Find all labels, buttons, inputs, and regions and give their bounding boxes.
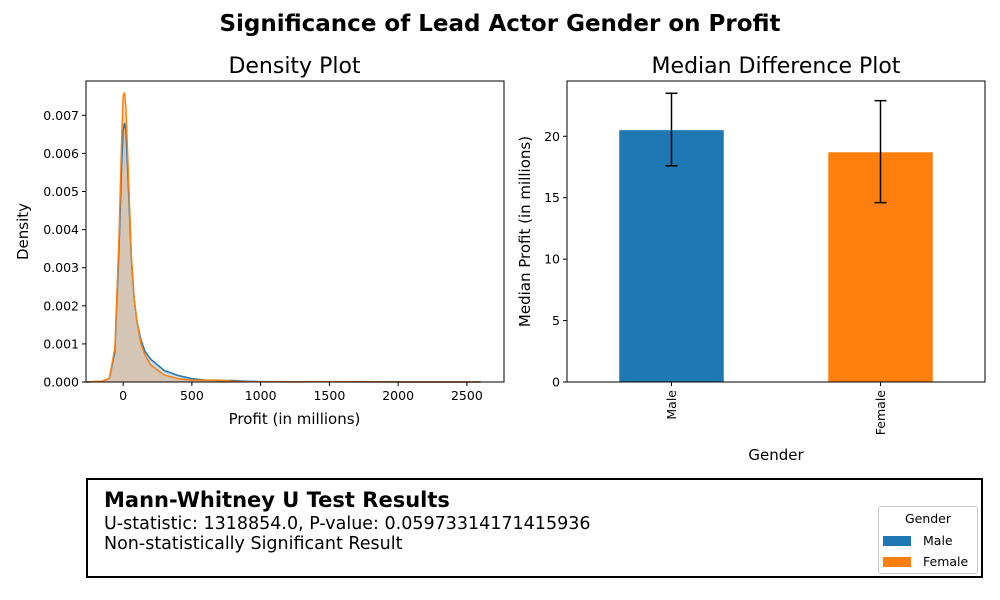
density-y-tick-label: 0.005 xyxy=(43,184,79,199)
density-y-tick-label: 0.007 xyxy=(43,108,79,123)
density-y-tick-label: 0.002 xyxy=(43,298,79,313)
legend-swatch-female xyxy=(883,556,911,567)
density-plot: Density Plot 0 500 1000 1500 2000 2500 0.000 0… xyxy=(14,54,505,428)
density-area-male xyxy=(86,122,481,383)
density-y-tick-label: 0.004 xyxy=(43,222,79,237)
legend-label-female: Female xyxy=(923,554,969,569)
density-line-male xyxy=(85,122,481,383)
bar-x-tick-label: Female xyxy=(873,390,888,436)
results-title: Mann-Whitney U Test Results xyxy=(104,488,450,512)
density-y-tick-label: 0.006 xyxy=(43,146,79,161)
density-x-axis-label: Profit (in millions) xyxy=(229,410,361,428)
median-plot-frame xyxy=(566,80,986,383)
density-x-tick-label: 1000 xyxy=(245,388,277,403)
figure-title: Significance of Lead Actor Gender on Pro… xyxy=(219,11,780,37)
density-y-tick-label: 0.000 xyxy=(43,375,79,390)
median-y-axis-label: Median Profit (in millions) xyxy=(516,136,534,327)
density-x-tick-label: 2500 xyxy=(451,388,483,403)
density-plot-title: Density Plot xyxy=(228,54,360,79)
legend-title: Gender xyxy=(904,511,952,526)
test-results-box: Mann-Whitney U Test Results U-statistic:… xyxy=(86,478,983,578)
density-y-tick-label: 0.003 xyxy=(43,260,79,275)
bar-y-tick-label: 5 xyxy=(552,313,560,328)
density-x-tick-label: 1500 xyxy=(313,388,345,403)
median-plot-title: Median Difference Plot xyxy=(652,54,901,79)
bar-y-tick-label: 15 xyxy=(544,190,560,205)
density-plot-frame xyxy=(85,80,505,383)
legend-label-male: Male xyxy=(923,533,953,548)
density-x-tick-label: 2000 xyxy=(382,388,414,403)
bar-y-tick-label: 10 xyxy=(544,252,560,267)
bar-x-tick-label: Male xyxy=(664,390,679,420)
density-line-female xyxy=(85,92,481,383)
legend: Gender Male Female xyxy=(878,506,978,574)
bar-y-tick-label: 0 xyxy=(552,375,560,390)
density-x-tick-label: 500 xyxy=(180,388,204,403)
median-difference-plot: Median Difference Plot Male Female 0 5 10 15… xyxy=(516,54,986,464)
density-x-tick-label: 0 xyxy=(119,388,127,403)
density-y-axis-label: Density xyxy=(14,203,32,260)
bar-y-tick-label: 20 xyxy=(544,129,560,144)
legend-swatch-male xyxy=(883,535,911,546)
density-y-tick-label: 0.001 xyxy=(43,336,79,351)
results-conclusion: Non-statistically Significant Result xyxy=(104,534,403,554)
legend-item-male: Male xyxy=(883,533,953,548)
median-x-axis-label: Gender xyxy=(748,446,804,464)
results-statistics: U-statistic: 1318854.0, P-value: 0.05973… xyxy=(104,514,591,534)
density-area-female xyxy=(86,92,481,383)
bar-male xyxy=(619,130,724,382)
legend-item-female: Female xyxy=(883,554,968,569)
